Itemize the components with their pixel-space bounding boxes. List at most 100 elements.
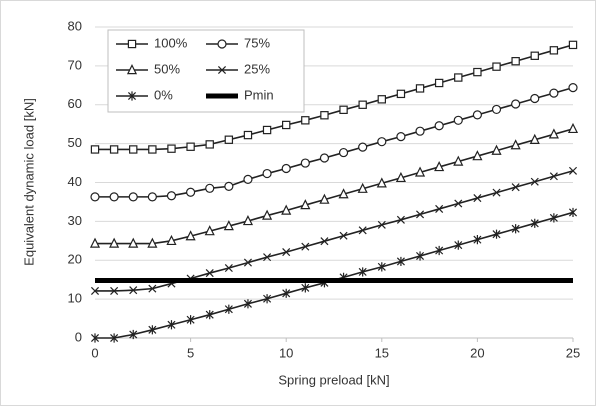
marker [377,220,386,229]
legend-label: 75% [244,35,270,50]
marker [148,145,157,154]
x-tick-label: 0 [91,345,98,360]
marker [301,242,310,251]
marker [529,133,540,144]
marker [377,262,386,272]
y-tick-label: 10 [68,291,82,306]
marker [300,158,310,168]
marker [126,64,138,75]
marker [511,224,520,234]
marker [204,225,215,236]
marker [453,155,464,166]
marker [186,187,196,197]
marker [492,62,501,71]
marker [358,267,367,277]
marker [320,111,329,120]
marker [301,283,310,293]
marker [109,237,120,248]
marker [377,95,387,104]
marker [186,315,195,325]
marker [549,172,558,181]
marker [224,135,234,144]
marker [435,204,444,213]
marker [396,132,406,142]
legend-label: Pmin [244,87,274,102]
y-axis-title: Equivalent dynamic load [kN] [21,98,36,266]
marker [185,230,196,241]
marker [129,286,138,295]
marker [205,310,214,320]
y-tick-label: 50 [68,135,82,150]
marker [492,229,501,239]
marker [262,168,272,179]
marker [453,115,463,125]
marker [282,248,291,257]
marker [549,46,559,55]
y-tick-label: 60 [68,96,82,111]
marker [110,286,119,295]
marker [186,142,195,151]
marker [129,329,138,340]
marker [166,234,177,246]
marker [127,39,137,49]
marker [434,161,445,172]
marker [415,84,425,93]
marker [416,210,425,219]
marker [301,116,310,125]
marker [568,40,578,50]
marker [89,237,101,248]
marker [243,299,252,309]
marker [454,199,463,208]
x-tick-label: 5 [187,345,194,360]
marker [568,83,578,93]
legend-label: 0% [154,87,173,102]
marker [414,166,426,177]
marker [205,140,214,149]
marker [339,231,348,240]
marker [434,78,444,88]
marker [473,194,482,203]
marker [568,207,578,218]
marker [510,139,521,150]
marker [549,213,558,223]
marker [242,215,254,226]
marker [338,188,349,199]
y-tick-label: 80 [68,18,82,33]
marker [167,320,176,330]
marker [90,192,100,202]
marker [357,182,368,193]
y-tick-label: 0 [75,329,82,344]
marker [224,264,233,273]
marker [530,218,539,228]
legend-label: 25% [244,61,270,76]
marker [454,240,463,250]
marker [491,104,502,115]
marker [147,192,157,202]
marker [472,150,483,161]
marker [492,188,501,197]
marker [282,288,291,298]
marker [320,237,329,246]
marker [396,256,405,267]
marker [90,145,100,154]
y-tick-label: 70 [68,57,82,72]
marker [530,177,539,186]
marker [395,171,406,183]
legend-label: 50% [154,61,180,76]
marker [511,99,521,109]
marker [549,88,559,98]
marker [396,89,406,99]
marker [358,100,367,109]
x-tick-label: 15 [375,345,389,360]
x-tick-label: 25 [566,345,580,360]
marker [530,93,540,104]
y-tick-label: 40 [68,174,82,189]
marker [281,204,292,215]
marker [473,235,482,245]
marker [319,193,330,204]
marker [110,333,119,343]
marker [128,237,139,248]
x-tick-label: 10 [279,345,293,360]
marker [263,253,272,262]
